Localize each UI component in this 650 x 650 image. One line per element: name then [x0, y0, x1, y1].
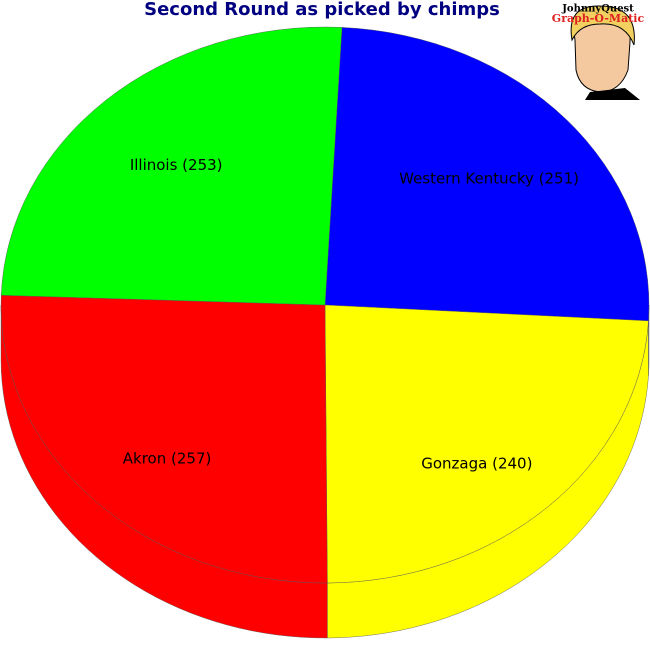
- slice-label: Akron (257): [123, 449, 212, 467]
- chart-title: Second Round as picked by chimps: [144, 0, 500, 20]
- logo: JohnnyQuest Graph-O-Matic: [548, 0, 650, 100]
- slice: [0, 26, 343, 306]
- slice: [324, 27, 650, 322]
- slice: [0, 295, 328, 584]
- logo-hair: [570, 5, 635, 46]
- logo-line2: Graph-O-Matic: [552, 12, 645, 25]
- logo-line1: JohnnyQuest: [561, 4, 634, 15]
- logo-shirt: [585, 88, 640, 100]
- slice-label: Gonzaga (240): [421, 454, 532, 472]
- pie: Western Kentucky (251) Gonzaga (240) Akron…: [0, 26, 650, 639]
- slice-label: Illinois (253): [130, 156, 223, 174]
- slice: [324, 304, 649, 584]
- slice-label: Western Kentucky (251): [399, 169, 579, 187]
